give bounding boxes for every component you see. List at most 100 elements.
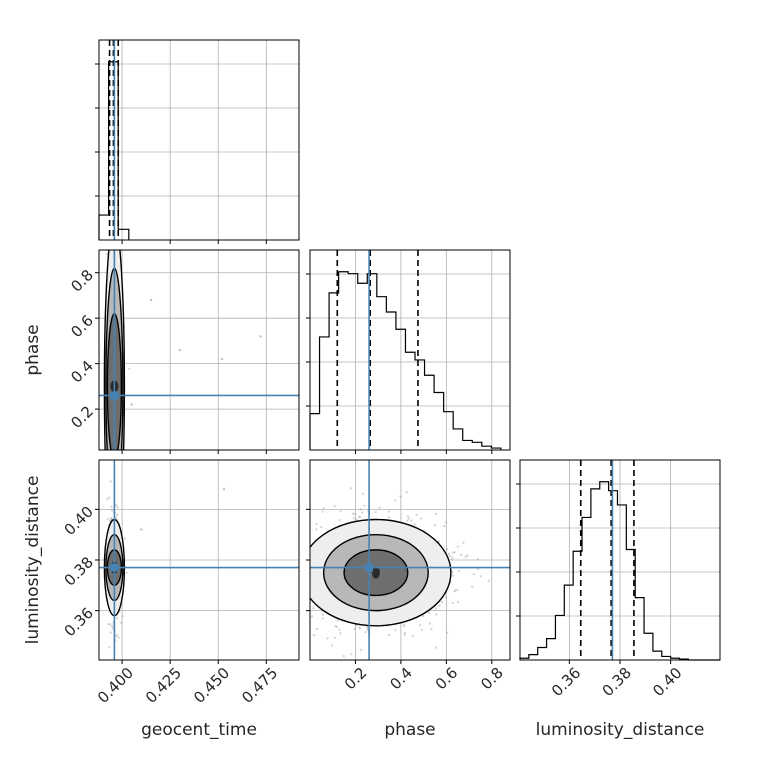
sample-point <box>326 637 329 640</box>
sample-point <box>302 524 304 526</box>
marginal-panel-geocent_time <box>95 40 299 244</box>
sample-point <box>310 615 314 618</box>
sample-point <box>444 521 447 524</box>
x-tick-label-geocent-time: 0.425 <box>142 664 185 707</box>
plot-background <box>99 250 299 450</box>
sample-point <box>110 505 113 508</box>
sample-point <box>105 252 108 255</box>
x-tick-label-luminosity-distance: 0.40 <box>649 664 685 700</box>
sample-point <box>312 633 315 637</box>
sample-point <box>125 571 128 575</box>
sample-point <box>300 589 302 591</box>
panel-border <box>98 249 300 451</box>
sample-point <box>471 585 474 588</box>
density-peak <box>371 566 380 579</box>
sample-point <box>434 646 438 649</box>
sample-point <box>453 590 456 593</box>
x-tick-label-phase: 0.6 <box>432 664 462 694</box>
sample-point <box>361 511 364 514</box>
sample-point <box>113 663 115 665</box>
x-tick-label-luminosity-distance: 0.36 <box>548 664 584 700</box>
sample-point <box>428 611 431 614</box>
y-tick-label-phase: 0.8 <box>67 266 97 296</box>
sample-point <box>117 636 120 639</box>
sample-point <box>387 516 390 519</box>
sample-point <box>109 517 112 520</box>
sample-point <box>447 552 450 555</box>
sample-point <box>109 631 112 634</box>
sample-point <box>403 633 406 636</box>
sample-point <box>335 625 339 628</box>
panel-border <box>309 459 511 661</box>
sample-point <box>428 622 431 625</box>
sample-point <box>405 491 408 494</box>
sample-point <box>399 495 402 498</box>
sample-point <box>454 589 457 592</box>
sample-point <box>116 616 119 620</box>
sample-point <box>358 626 361 629</box>
sample-point <box>446 548 449 551</box>
sample-point <box>307 553 309 555</box>
sample-point <box>434 512 437 515</box>
sample-point <box>388 633 391 637</box>
scatter-panel-phase-luminosity_distance <box>300 460 510 664</box>
sample-point <box>306 564 308 566</box>
sample-point <box>358 627 361 630</box>
sample-point <box>116 506 119 509</box>
sample-point <box>357 515 361 518</box>
sample-point <box>339 510 342 513</box>
panel-content <box>99 250 299 458</box>
scatter-panel-geocent_time-phase <box>95 250 299 458</box>
sample-point <box>338 628 341 631</box>
sample-point <box>453 551 456 554</box>
sample-point <box>315 528 318 531</box>
sample-point <box>355 518 358 521</box>
y-axis-title-phase: phase <box>23 324 43 375</box>
sample-point <box>115 503 118 507</box>
sample-point <box>351 512 355 515</box>
sample-point <box>420 628 423 632</box>
sample-point <box>114 516 118 519</box>
sample-point <box>387 510 391 513</box>
sample-point <box>361 492 365 495</box>
sample-point <box>113 453 115 455</box>
sample-point <box>112 456 114 458</box>
panel-border <box>98 459 300 661</box>
sample-point <box>352 517 355 520</box>
sample-point <box>464 555 467 558</box>
sample-point <box>394 499 397 502</box>
sample-point <box>315 627 318 630</box>
sample-point <box>407 517 410 520</box>
sample-point <box>303 590 305 592</box>
sample-point <box>462 541 465 544</box>
x-tick-label-luminosity-distance: 0.38 <box>599 664 635 700</box>
sample-point <box>487 579 490 582</box>
x-tick-label-geocent-time: 0.475 <box>238 664 281 707</box>
y-tick-label-phase: 0.6 <box>67 311 97 341</box>
sample-point <box>350 653 353 656</box>
sample-point <box>411 634 415 637</box>
sample-point <box>415 513 418 516</box>
sample-point <box>378 506 381 509</box>
sample-point <box>342 655 345 658</box>
sample-point <box>394 629 397 632</box>
sample-point <box>116 454 118 456</box>
sample-point <box>321 510 324 513</box>
sample-point <box>456 545 459 548</box>
panel-border <box>309 249 511 451</box>
outlier-point <box>140 528 143 531</box>
x-tick-label-geocent-time: 0.400 <box>94 664 137 707</box>
sample-point <box>312 607 315 610</box>
y-tick-label-luminosity-distance: 0.40 <box>61 503 97 539</box>
sample-point <box>111 627 114 630</box>
sample-point <box>472 572 476 575</box>
sample-point <box>108 496 111 499</box>
sample-point <box>304 591 306 593</box>
sample-point <box>320 525 323 529</box>
sample-point <box>433 524 436 527</box>
sample-point <box>364 631 367 634</box>
plot-background <box>99 40 299 240</box>
sample-point <box>359 508 362 511</box>
sample-point <box>419 624 422 627</box>
